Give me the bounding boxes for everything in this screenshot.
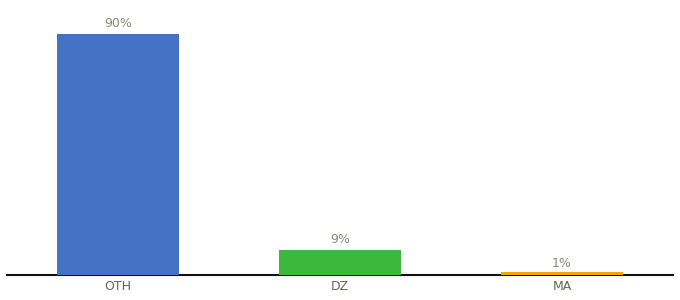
Text: 9%: 9%: [330, 233, 350, 246]
Bar: [57, 34, 179, 274]
Bar: [279, 250, 401, 274]
Bar: [501, 272, 623, 274]
Text: 1%: 1%: [552, 257, 572, 270]
Text: 90%: 90%: [104, 17, 132, 30]
